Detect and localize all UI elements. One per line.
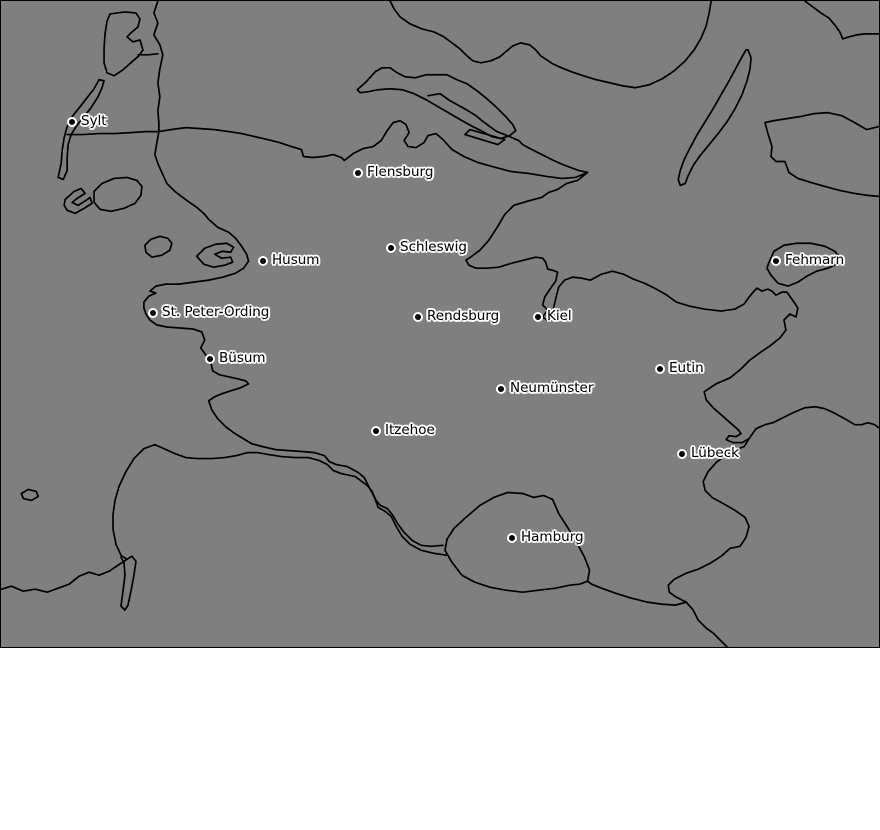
island-romo [103,11,144,77]
city-dot [353,168,363,178]
causeway-romo [137,52,159,56]
city-dot [205,354,215,364]
coast-elbe-south [112,443,448,611]
city-label: Neumünster [510,380,594,396]
city-dot [371,426,381,436]
city-dot [533,312,543,322]
city-label: Büsum [219,350,266,366]
city-label: Flensburg [367,164,434,180]
city-dot [507,533,517,543]
city-dot [67,117,77,127]
city-label: Itzehoe [385,422,435,438]
city-dot [771,256,781,266]
strait-alssund [464,128,506,146]
coast-denmark-baltic [389,1,713,89]
city-label: Husum [272,252,320,268]
peninsula-nordstrand [195,242,235,269]
city-label: Hamburg [521,529,584,545]
coast-southwest [1,558,128,594]
city-label: Eutin [669,360,704,376]
coast-lolland [764,111,879,198]
city-label: Kiel [547,308,572,324]
coast-angeln [427,92,589,174]
border-hamburg [444,491,591,594]
city-dot [413,312,423,322]
coast-main-north [153,1,879,444]
city-label-layer: Sylt Flensburg Husum Schleswig St. Peter-Ord… [1,1,879,647]
causeway-hindenburgdamm [66,130,160,136]
island-amrum [63,187,93,215]
city-dot [655,364,665,374]
city-dot [258,256,268,266]
city-dot [496,384,506,394]
city-label: Fehmarn [785,252,845,268]
city-dot [148,308,158,318]
island-pellworm [144,235,173,259]
coast-falster [804,1,879,40]
city-label: St. Peter-Ording [162,304,270,320]
island-sylt [57,78,105,181]
peninsula-sundeved [356,66,517,140]
caption-block: Sim. max. Radarreflektivität (in dbZ) Fr… [0,648,880,830]
city-label: Sylt [81,113,107,129]
city-label: Lübeck [691,445,739,461]
border-south [586,580,688,606]
island-fehmarn [766,242,841,287]
island-langeland [677,49,752,187]
island-fohr [93,176,143,213]
coast-trave-border [667,437,750,647]
city-label: Rendsburg [427,308,500,324]
weather-map: Sylt Flensburg Husum Schleswig St. Peter-Ord… [0,0,880,648]
city-label: Schleswig [400,239,467,255]
island-neuwerk [20,488,40,502]
city-dot [677,449,687,459]
city-dot [386,243,396,253]
